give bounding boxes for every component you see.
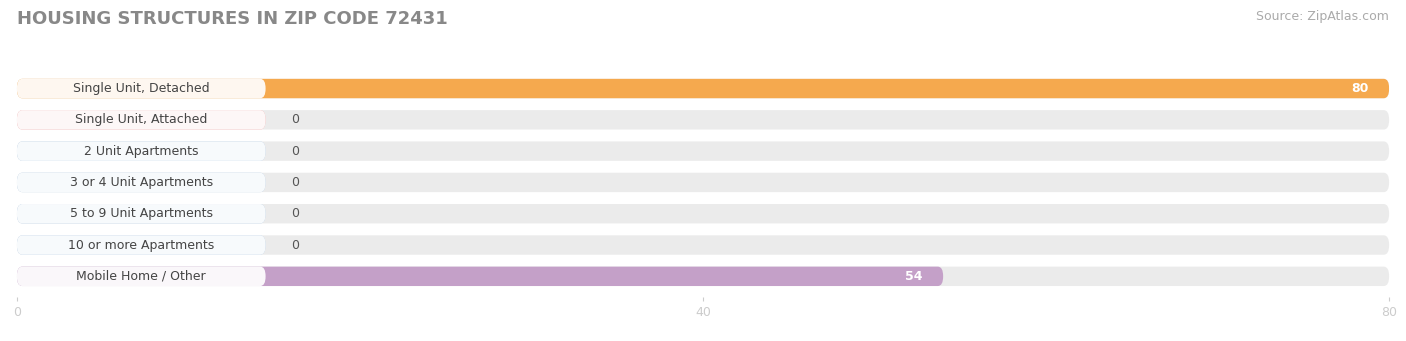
Text: 80: 80 bbox=[1351, 82, 1368, 95]
FancyBboxPatch shape bbox=[17, 142, 266, 161]
FancyBboxPatch shape bbox=[17, 267, 943, 286]
Text: 0: 0 bbox=[291, 207, 299, 220]
FancyBboxPatch shape bbox=[17, 267, 266, 286]
FancyBboxPatch shape bbox=[17, 142, 266, 161]
Text: 0: 0 bbox=[291, 239, 299, 252]
Text: Source: ZipAtlas.com: Source: ZipAtlas.com bbox=[1256, 10, 1389, 23]
Text: 10 or more Apartments: 10 or more Apartments bbox=[67, 239, 214, 252]
FancyBboxPatch shape bbox=[17, 267, 1389, 286]
Text: Single Unit, Detached: Single Unit, Detached bbox=[73, 82, 209, 95]
Text: 0: 0 bbox=[291, 176, 299, 189]
FancyBboxPatch shape bbox=[17, 79, 1389, 98]
Text: 54: 54 bbox=[905, 270, 922, 283]
Text: 0: 0 bbox=[291, 113, 299, 126]
FancyBboxPatch shape bbox=[17, 173, 266, 192]
Text: 5 to 9 Unit Apartments: 5 to 9 Unit Apartments bbox=[70, 207, 212, 220]
FancyBboxPatch shape bbox=[17, 204, 1389, 223]
FancyBboxPatch shape bbox=[17, 79, 1389, 98]
FancyBboxPatch shape bbox=[17, 235, 266, 255]
FancyBboxPatch shape bbox=[17, 173, 1389, 192]
Text: 3 or 4 Unit Apartments: 3 or 4 Unit Apartments bbox=[70, 176, 212, 189]
FancyBboxPatch shape bbox=[17, 173, 266, 192]
Text: HOUSING STRUCTURES IN ZIP CODE 72431: HOUSING STRUCTURES IN ZIP CODE 72431 bbox=[17, 10, 447, 28]
Text: Single Unit, Attached: Single Unit, Attached bbox=[75, 113, 208, 126]
FancyBboxPatch shape bbox=[17, 110, 266, 130]
FancyBboxPatch shape bbox=[17, 235, 266, 255]
FancyBboxPatch shape bbox=[17, 110, 266, 130]
FancyBboxPatch shape bbox=[17, 142, 1389, 161]
FancyBboxPatch shape bbox=[17, 204, 266, 223]
Text: 2 Unit Apartments: 2 Unit Apartments bbox=[84, 145, 198, 158]
Text: 0: 0 bbox=[291, 145, 299, 158]
FancyBboxPatch shape bbox=[17, 79, 266, 98]
Text: Mobile Home / Other: Mobile Home / Other bbox=[76, 270, 207, 283]
FancyBboxPatch shape bbox=[17, 110, 1389, 130]
FancyBboxPatch shape bbox=[17, 204, 266, 223]
FancyBboxPatch shape bbox=[17, 235, 1389, 255]
